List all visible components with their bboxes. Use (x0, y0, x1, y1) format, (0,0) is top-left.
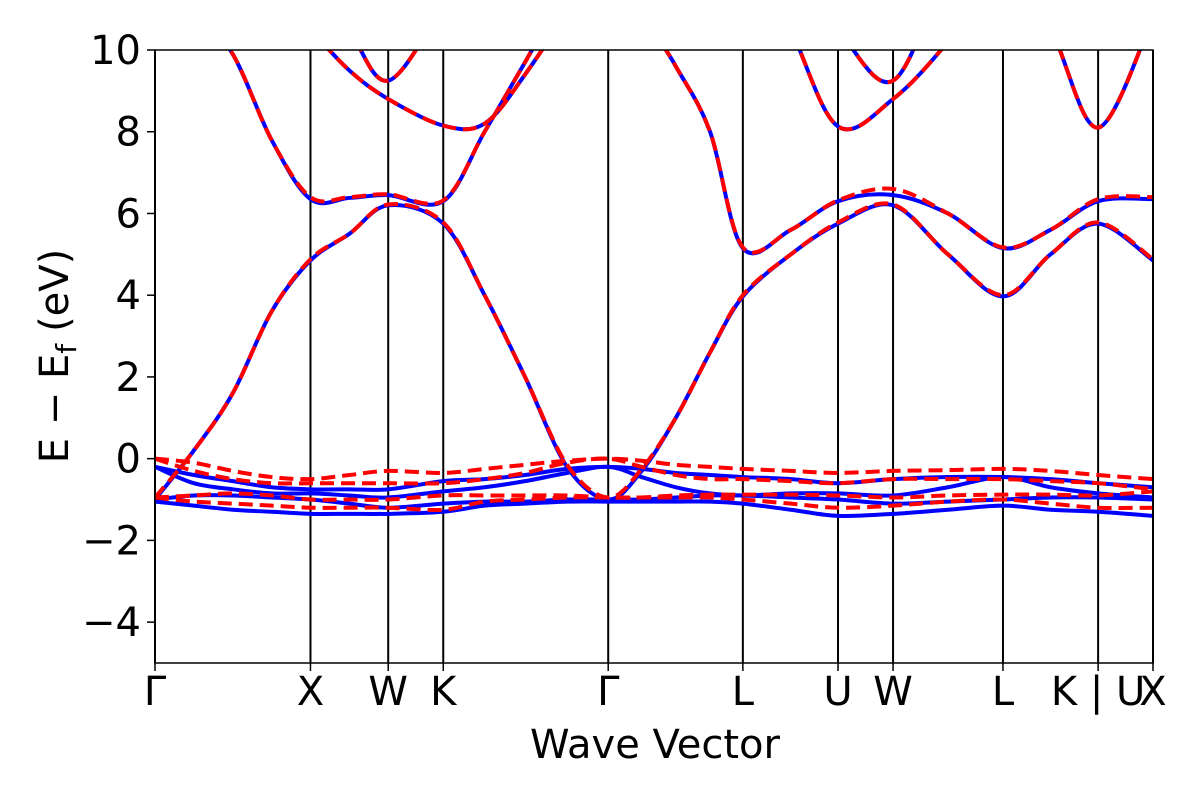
y-tick-label: 6 (116, 191, 141, 237)
band-line (155, 456, 1153, 482)
y-tick-label: −2 (82, 518, 141, 564)
x-tick-label: W (368, 669, 408, 715)
y-label-unit: (eV) (32, 249, 78, 332)
y-tick-label: 10 (90, 28, 141, 74)
x-tick-label: U (823, 669, 852, 715)
plot-frame (154, 49, 1154, 664)
y-label-sub: f (50, 343, 83, 354)
x-tick-label: Γ (597, 669, 620, 715)
x-tick-label: Γ (144, 669, 167, 715)
x-tick-label: W (873, 669, 913, 715)
y-tick-label: 0 (116, 437, 141, 483)
band-line (155, 499, 1153, 519)
x-tick-label: L (732, 669, 755, 715)
band-line (155, 201, 1153, 500)
x-tick-label: K | U (1051, 669, 1145, 715)
band-line (155, 495, 1153, 512)
y-tick-label: −4 (82, 600, 141, 646)
band-line (227, 50, 1153, 255)
band-line (155, 456, 1153, 492)
band-line (155, 464, 1153, 492)
x-tick-label: X (297, 669, 324, 715)
x-axis-label: Wave Vector (530, 722, 781, 768)
y-tick-label: 4 (116, 273, 141, 319)
band-line (155, 464, 1153, 500)
y-label-main: E − E (32, 354, 78, 464)
y-axis-label: E − Ef (eV) (32, 249, 83, 464)
y-tick-label: 8 (116, 110, 141, 156)
x-tick-label: L (992, 669, 1015, 715)
x-tick-label: K (430, 669, 458, 715)
x-tick-label: X (1139, 669, 1166, 715)
bands (155, 50, 1153, 519)
y-tick-label: 2 (116, 355, 141, 401)
